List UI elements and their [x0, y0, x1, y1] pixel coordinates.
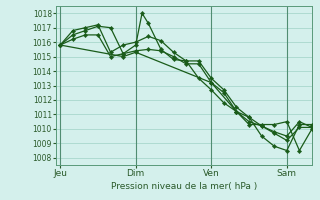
X-axis label: Pression niveau de la mer( hPa ): Pression niveau de la mer( hPa ): [111, 182, 257, 191]
